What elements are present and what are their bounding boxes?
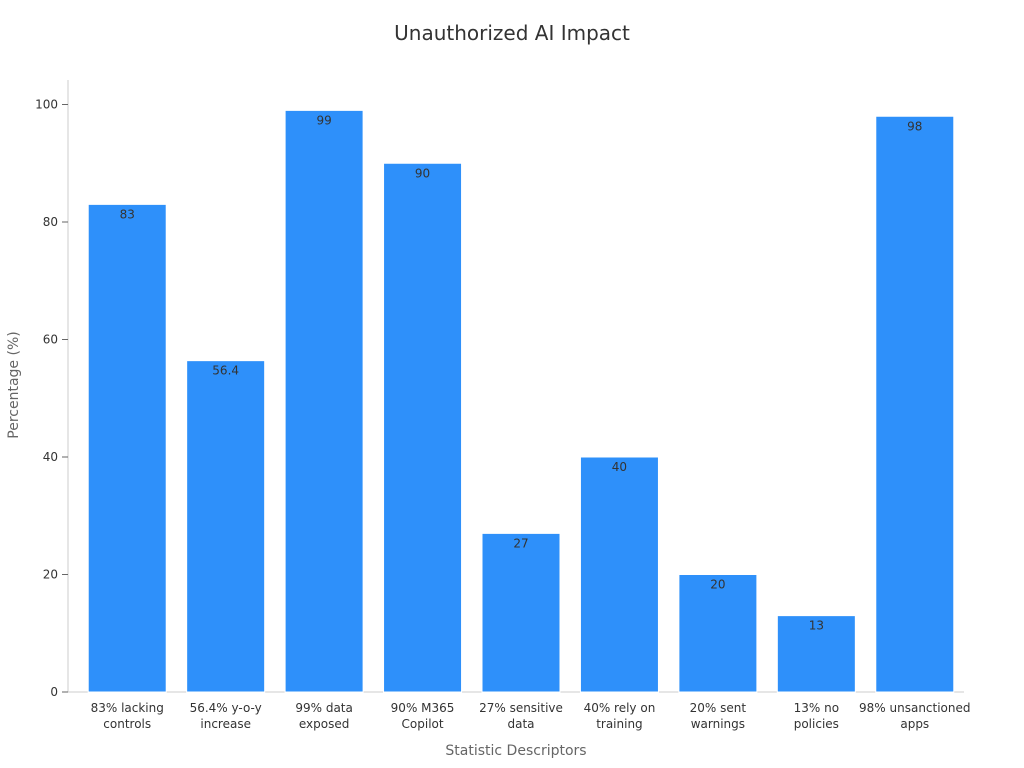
y-axis: 0 20 40 60 80 100 [35,80,69,699]
data-label: 56.4 [212,364,239,378]
x-tick-label: 27% sensitive data [479,701,563,731]
x-tick-label: 20% sent warnings [690,701,747,731]
y-tick-label: 60 [43,333,58,347]
bar [579,456,659,693]
data-label: 83 [120,207,135,221]
x-tick-label: 83% lacking controls [91,701,164,731]
x-tick-label: 90% M365 Copilot [391,701,455,731]
y-tick-label: 100 [35,98,58,112]
x-axis-title: Statistic Descriptors [445,743,586,759]
y-tick-label: 0 [50,685,58,699]
x-tick-label: 98% unsanctioned apps [859,701,971,731]
data-label: 13 [809,619,824,633]
bar [875,115,955,693]
data-label: 90 [415,166,430,180]
bar [776,615,856,693]
category-labels-group: 83% lacking controls 56.4% y-o-y increase 99… [91,701,971,731]
chart-title: Unauthorized AI Impact [394,21,630,45]
y-tick-label: 40 [43,450,58,464]
x-tick-label: 56.4% y-o-y increase [190,701,262,731]
y-tick-label: 80 [43,215,58,229]
y-axis-title: Percentage (%) [6,331,22,438]
x-tick-label: 40% rely on training [584,701,656,731]
bars-group [87,109,955,693]
data-label: 98 [907,119,922,133]
x-tick-label: 99% data exposed [295,701,353,731]
x-tick-label: 13% no policies [794,701,839,731]
bar [481,532,561,693]
y-tick-label: 20 [43,568,58,582]
data-labels-group: 83 56.4 99 90 27 40 20 13 98 [120,113,923,632]
data-label: 27 [513,536,528,550]
bar [678,574,758,693]
bar [284,109,364,693]
bar [383,162,463,693]
data-label: 40 [612,460,627,474]
data-label: 20 [710,578,725,592]
bar [186,360,266,693]
bar [87,203,167,693]
data-label: 99 [316,113,331,127]
